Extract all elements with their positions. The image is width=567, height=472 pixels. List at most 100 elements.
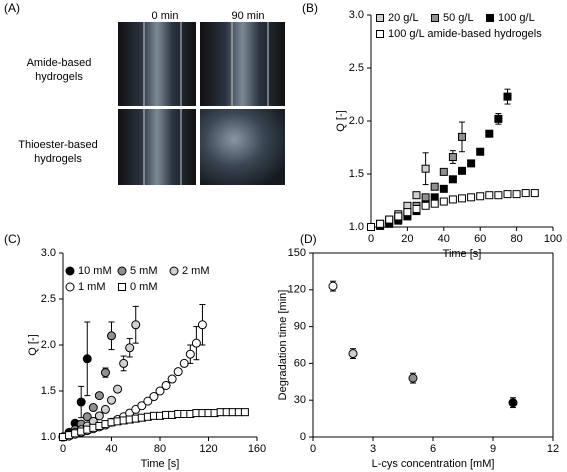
y-tick-label: 60 — [294, 357, 306, 369]
x-tick-label: 160 — [248, 443, 266, 455]
x-axis-label: L-cys concentration [mM] — [372, 458, 495, 470]
x-tick-label: 0 — [368, 233, 374, 245]
marker — [376, 219, 385, 228]
y-tick-label: 2.0 — [41, 339, 56, 351]
marker — [185, 349, 195, 359]
marker — [179, 358, 189, 368]
marker — [100, 404, 110, 414]
y-tick-label: 90 — [294, 321, 306, 333]
x-tick-label: 0 — [310, 443, 316, 455]
marker — [430, 199, 439, 208]
photo — [200, 109, 285, 185]
marker — [448, 195, 457, 204]
legend-label: 5 mM — [130, 265, 158, 277]
marker — [119, 358, 129, 368]
photo-column: 90 min — [231, 10, 264, 22]
marker — [439, 184, 448, 193]
marker — [367, 223, 375, 231]
panel-label: (A) — [4, 1, 20, 15]
marker — [503, 92, 512, 101]
y-tick-label: 3.0 — [41, 247, 56, 259]
marker — [76, 397, 86, 407]
x-tick-label: 12 — [547, 443, 559, 455]
x-tick-label: 20 — [401, 233, 413, 245]
photo — [118, 109, 196, 185]
y-tick-label: 2.0 — [349, 115, 364, 127]
y-tick-label: 150 — [288, 247, 306, 259]
marker — [494, 191, 503, 200]
legend-label: 1 mM — [78, 281, 106, 293]
legend-swatch — [169, 266, 179, 276]
y-tick-label: 2.5 — [349, 62, 364, 74]
x-tick-label: 80 — [510, 233, 522, 245]
legend-swatch — [376, 30, 384, 38]
marker — [458, 132, 466, 141]
legend-swatch — [486, 14, 494, 22]
marker — [385, 215, 394, 224]
marker — [521, 189, 530, 198]
y-tick-label: 30 — [294, 394, 306, 406]
x-axis-label: Time [s] — [141, 458, 180, 470]
photo-column: 0 min — [152, 10, 179, 22]
marker — [503, 190, 512, 199]
x-tick-label: 0 — [60, 443, 66, 455]
y-tick-label: 3.0 — [349, 9, 364, 21]
marker — [421, 193, 430, 202]
photo-row: Amide-based hydrogels — [27, 57, 92, 83]
marker — [143, 396, 153, 406]
marker — [439, 167, 448, 176]
marker — [467, 193, 476, 202]
photo — [200, 22, 285, 106]
marker — [485, 129, 494, 138]
marker — [328, 281, 338, 291]
legend-swatch — [65, 266, 75, 276]
marker — [348, 349, 358, 359]
marker — [100, 368, 110, 378]
marker — [439, 197, 448, 206]
marker — [82, 412, 92, 422]
x-tick-label: 120 — [199, 443, 217, 455]
marker — [94, 411, 104, 421]
y-tick-label: 0 — [300, 431, 306, 443]
marker — [155, 386, 165, 396]
marker — [467, 159, 476, 168]
marker — [113, 384, 123, 394]
photo-row-text: Thioester-based hydrogels — [18, 139, 98, 165]
marker — [394, 212, 403, 221]
marker — [88, 403, 98, 413]
marker — [408, 373, 418, 383]
x-tick-label: 3 — [370, 443, 376, 455]
marker — [107, 395, 116, 405]
y-tick-label: 1.5 — [349, 168, 364, 180]
panel-label: (C) — [4, 232, 21, 246]
legend-label: 10 mM — [78, 265, 112, 277]
marker — [476, 147, 485, 156]
y-axis-label: Q [-] — [27, 334, 39, 355]
legend-label: 100 g/L amide-based hydrogels — [388, 28, 542, 40]
marker — [430, 182, 439, 191]
y-tick-label: 1.5 — [41, 385, 56, 397]
photo-row: Thioester-based hydrogels — [18, 139, 98, 165]
y-axis-label: Degradation time [min] — [277, 290, 289, 401]
marker — [149, 392, 159, 402]
marker — [94, 391, 104, 401]
x-tick-label: 60 — [474, 233, 486, 245]
y-axis-label: Q [-] — [335, 110, 347, 131]
marker — [485, 191, 494, 200]
marker — [508, 398, 518, 408]
marker — [131, 320, 141, 330]
x-tick-label: 40 — [438, 233, 450, 245]
marker — [458, 166, 466, 175]
panel-label: (B) — [302, 1, 318, 15]
marker — [240, 408, 249, 417]
marker — [167, 374, 177, 384]
legend-swatch — [376, 14, 384, 22]
marker — [476, 192, 485, 201]
y-tick-label: 1.0 — [349, 221, 364, 233]
marker — [107, 331, 116, 341]
legend-label: 50 g/L — [443, 12, 474, 24]
legend-label: 100 g/L — [498, 12, 535, 24]
marker — [448, 153, 457, 162]
x-tick-label: 100 — [544, 233, 562, 245]
